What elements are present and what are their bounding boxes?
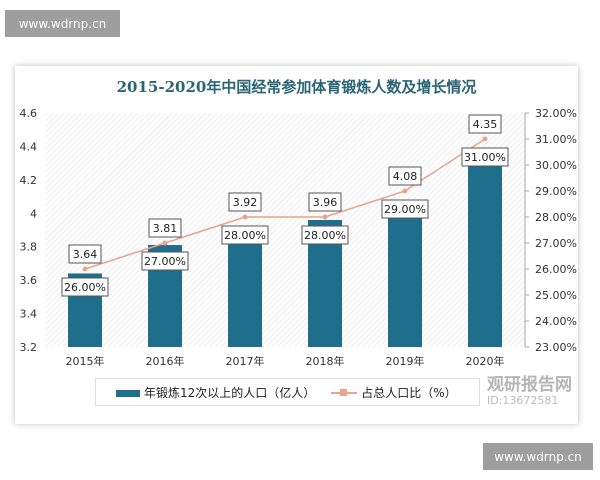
chart-svg: 3.2 3.4 3.6 3.8 4 4.2 4.4 4.6 23.00% 24.00% 25.00%… [20, 107, 577, 366]
x-tick-label: 2016年 [146, 354, 185, 366]
bar-value-label: 3.96 [313, 196, 338, 209]
percent-value-label: 28.00% [304, 229, 346, 242]
chart-card: 2015-2020年中国经常参加体育锻炼人数及增长情况 3.2 3.4 3.6 3.8… [15, 66, 578, 424]
legend-line-label: 占总人口比（%） [361, 385, 457, 400]
percent-value-label-box [461, 147, 509, 167]
percent-value-label-box [381, 199, 429, 219]
x-tick-label: 2020年 [466, 354, 505, 366]
bar [388, 199, 422, 347]
percent-value-label: 29.00% [384, 203, 426, 216]
percent-value-label-box [61, 277, 109, 297]
bar-value-label-box [148, 218, 182, 238]
right-tick-label: 26.00% [535, 263, 577, 276]
percent-value-label: 26.00% [64, 281, 106, 294]
bar [228, 226, 262, 347]
right-tick-label: 32.00% [535, 107, 577, 120]
left-tick-label: 4 [30, 207, 37, 220]
x-tick-label: 2018年 [306, 354, 345, 366]
bar-value-label: 3.81 [153, 222, 178, 235]
bar-value-label: 4.35 [473, 118, 498, 131]
logo-id: ID:13672581 [487, 394, 559, 407]
percent-value-label-box [301, 225, 349, 245]
percent-point [482, 136, 488, 142]
legend-line: 占总人口比（%） [331, 384, 457, 401]
legend-bar: 年锻炼12次以上的人口（亿人） [116, 384, 315, 401]
bar [468, 154, 502, 347]
logo-watermark: 观研报告网 [487, 375, 572, 395]
right-tick-label: 29.00% [535, 185, 577, 198]
bar-value-label: 3.92 [233, 196, 258, 209]
legend-bar-label: 年锻炼12次以上的人口（亿人） [144, 385, 316, 400]
x-tick-label: 2019年 [386, 354, 425, 366]
legend-line-swatch [331, 389, 358, 396]
right-tick-label: 31.00% [535, 133, 577, 146]
plot-area [45, 113, 525, 347]
legend: 年锻炼12次以上的人口（亿人） 占总人口比（%） [95, 378, 480, 406]
right-tick-label: 25.00% [535, 289, 577, 302]
percent-value-label-box [221, 225, 269, 245]
bar-value-label: 4.08 [393, 170, 418, 183]
percent-value-label: 27.00% [144, 255, 186, 268]
right-tick-label: 23.00% [535, 341, 577, 354]
percent-point [162, 240, 168, 246]
percent-point [402, 188, 408, 194]
chart-title: 2015-2020年中国经常参加体育锻炼人数及增长情况 [116, 78, 477, 96]
bar-value-label: 3.64 [73, 248, 98, 261]
legend-bar-swatch [116, 389, 140, 397]
percent-point [242, 214, 248, 220]
left-tick-label: 3.2 [20, 341, 38, 354]
percent-point [322, 214, 328, 220]
left-tick-label: 4.6 [20, 107, 38, 120]
left-tick-label: 4.4 [20, 140, 38, 153]
percent-value-label: 31.00% [464, 151, 506, 164]
watermark-top: www.wdrnp.cn [5, 10, 120, 37]
percent-value-label: 28.00% [224, 229, 266, 242]
left-tick-label: 3.6 [20, 274, 38, 287]
bar-value-label-box [308, 192, 342, 212]
bar-value-label-box [388, 166, 422, 186]
right-tick-label: 27.00% [535, 237, 577, 250]
percent-point [82, 266, 88, 272]
left-tick-label: 3.4 [20, 308, 38, 321]
x-tick-label: 2017年 [226, 354, 265, 366]
bar-value-label-box [468, 114, 502, 134]
percent-value-label-box [141, 251, 189, 271]
bar-value-label-box [68, 244, 102, 264]
watermark-bottom: www.wdrnp.cn [483, 443, 593, 470]
right-tick-label: 30.00% [535, 159, 577, 172]
x-tick-label: 2015年 [66, 354, 105, 366]
right-tick-label: 28.00% [535, 211, 577, 224]
left-tick-label: 3.8 [20, 241, 38, 254]
right-tick-label: 24.00% [535, 315, 577, 328]
left-tick-label: 4.2 [20, 174, 38, 187]
bar-value-label-box [228, 192, 262, 212]
